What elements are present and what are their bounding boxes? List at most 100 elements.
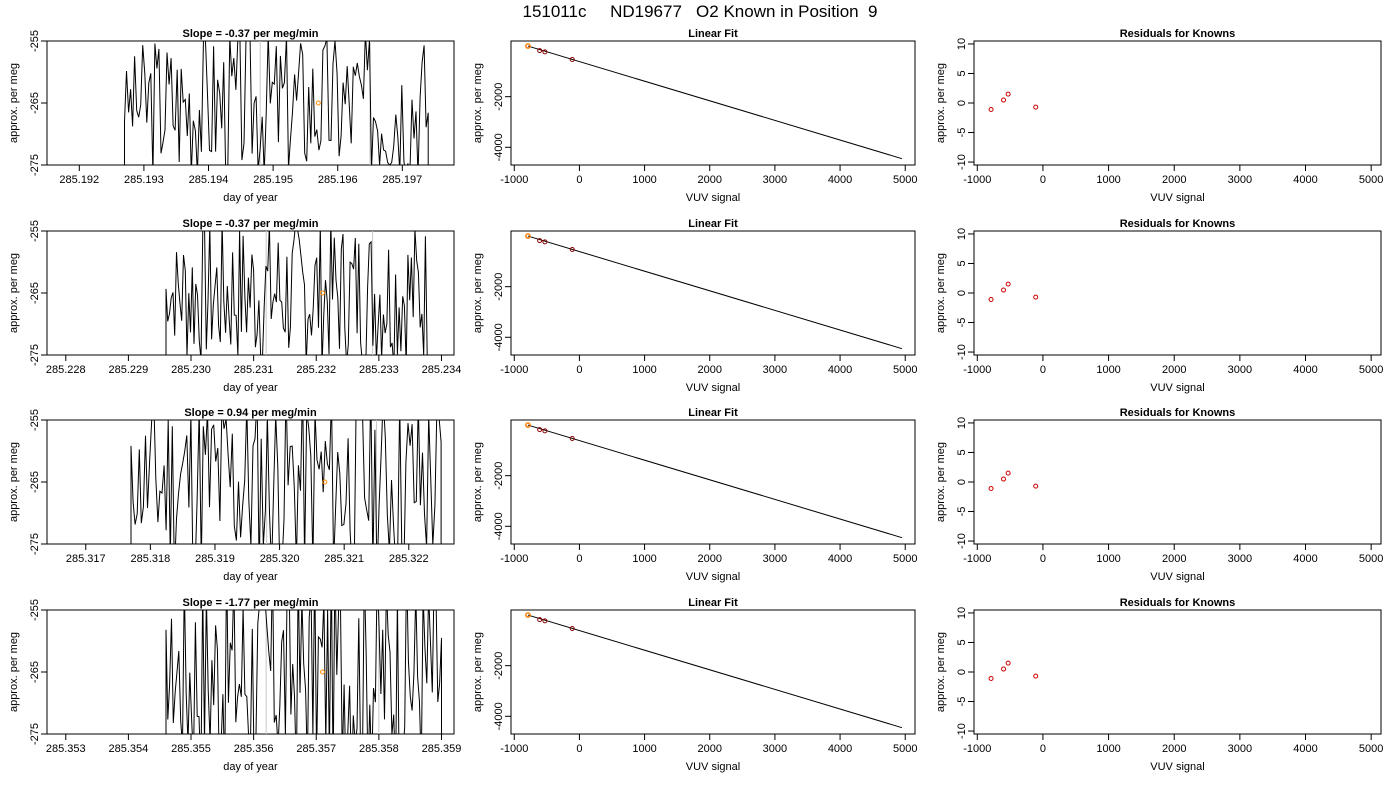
x-tick-label: 285.192	[59, 174, 99, 186]
x-tick-label: 285.320	[260, 553, 300, 565]
y-tick-label: 0	[956, 290, 968, 296]
panel-4-3: Residuals for Knowns -1000 0 1000 2000 3000 40…	[935, 597, 1383, 773]
y-tick-label: -265	[29, 92, 41, 114]
x-tick-label: 2000	[1162, 174, 1186, 186]
y-tick-label: 10	[956, 417, 968, 429]
x-tick-label: 4000	[1293, 364, 1317, 376]
x-tick-label: 285.359	[422, 743, 462, 755]
panel-4-2: Linear Fit -1000 0 1000 2000 3000 4000 5000 -200…	[472, 597, 917, 773]
x-tick-label: 0	[576, 364, 582, 376]
x-tick-label: 3000	[763, 174, 787, 186]
fit-point	[569, 435, 575, 441]
x-tick-label: 2000	[697, 174, 721, 186]
panel-title: Residuals for Knowns	[1120, 597, 1236, 609]
x-tick-label: 4000	[1293, 553, 1317, 565]
fit-point	[537, 617, 543, 623]
plot-area	[124, 41, 429, 165]
y-tick-label: -2000	[493, 462, 505, 490]
residual-point	[1005, 281, 1011, 287]
y-tick-label: 5	[956, 449, 968, 455]
y-tick-label: 10	[956, 38, 968, 50]
x-tick-label: 2000	[697, 364, 721, 376]
y-tick-label: -10	[956, 154, 968, 170]
x-tick-label: 1000	[1096, 364, 1120, 376]
residual-point	[988, 106, 994, 112]
panel-1-2: Linear Fit -1000 0 1000 2000 3000 4000 5000 -200…	[472, 28, 917, 204]
x-tick-label: 1000	[1096, 553, 1120, 565]
fit-line	[527, 614, 903, 729]
y-tick-label: -4000	[493, 702, 505, 730]
fit-point	[537, 48, 543, 54]
x-tick-label: -1000	[963, 364, 991, 376]
x-tick-label: 285.353	[46, 743, 86, 755]
x-axis-label: VUV signal	[686, 761, 740, 773]
y-axis-label: approx. per meg	[472, 253, 484, 333]
panel-title: Slope = -0.37 per meg/min	[182, 28, 318, 40]
fit-point	[537, 238, 543, 244]
x-tick-label: 1000	[632, 743, 656, 755]
plot-frame	[510, 419, 916, 545]
y-tick-label: -255	[29, 30, 41, 52]
panel-3-1: Slope = 0.94 per meg/min 285.317 285.318 28…	[8, 407, 455, 583]
panel-2-1: Slope = -0.37 per meg/min 285.228 285.229 2…	[8, 218, 461, 394]
x-axis-label: VUV signal	[686, 382, 740, 394]
y-axis-label: approx. per meg	[935, 253, 947, 333]
x-tick-label: 2000	[697, 743, 721, 755]
fit-line	[527, 235, 903, 350]
y-tick-label: -255	[29, 220, 41, 242]
plot-frame	[46, 419, 455, 545]
x-tick-label: 3000	[1228, 553, 1252, 565]
plot-area	[988, 660, 1039, 681]
x-tick-label: 0	[576, 174, 582, 186]
x-tick-label: 285.354	[109, 743, 149, 755]
residual-point	[988, 675, 994, 681]
x-tick-label: 285.233	[359, 364, 399, 376]
y-tick-label: -4000	[493, 323, 505, 351]
page-title: 151011c ND19677 O2 Known in Position 9	[522, 2, 878, 21]
x-tick-label: 285.317	[66, 553, 106, 565]
plot-frame	[510, 40, 916, 166]
x-tick-label: 5000	[893, 553, 917, 565]
y-axis-label: approx. per meg	[935, 442, 947, 522]
x-tick-label: 285.358	[359, 743, 399, 755]
fit-point	[542, 618, 548, 624]
residual-point	[1001, 666, 1007, 672]
x-axis-label: VUV signal	[1150, 192, 1204, 204]
panel-title: Residuals for Knowns	[1120, 218, 1236, 230]
x-tick-label: 285.321	[324, 553, 364, 565]
plot-area	[525, 43, 903, 160]
x-tick-label: 2000	[1162, 743, 1186, 755]
x-tick-label: 0	[576, 743, 582, 755]
panel-title: Linear Fit	[688, 28, 738, 40]
y-tick-label: -255	[29, 409, 41, 431]
mean-marker	[322, 479, 328, 485]
x-tick-label: -1000	[500, 364, 528, 376]
y-tick-label: -10	[956, 723, 968, 739]
y-tick-label: 5	[956, 70, 968, 76]
y-tick-label: 0	[956, 479, 968, 485]
residual-point	[988, 485, 994, 491]
x-tick-label: 5000	[1359, 174, 1383, 186]
y-axis-label: approx. per meg	[935, 632, 947, 712]
panel-3-3: Residuals for Knowns -1000 0 1000 2000 3000 40…	[935, 407, 1383, 583]
x-tick-label: -1000	[963, 553, 991, 565]
x-tick-label: 2000	[1162, 364, 1186, 376]
residual-point	[1033, 483, 1039, 489]
residual-point	[1005, 91, 1011, 97]
residual-point	[1005, 470, 1011, 476]
y-tick-label: -275	[29, 154, 41, 176]
panel-title: Linear Fit	[688, 597, 738, 609]
panel-2-3: Residuals for Knowns -1000 0 1000 2000 3000 40…	[935, 218, 1383, 394]
sample-marker	[525, 233, 531, 239]
x-tick-label: 285.234	[422, 364, 462, 376]
panel-title: Residuals for Knowns	[1120, 28, 1236, 40]
y-tick-label: -275	[29, 533, 41, 555]
x-tick-label: -1000	[963, 743, 991, 755]
y-tick-label: -255	[29, 599, 41, 621]
y-tick-label: -10	[956, 344, 968, 360]
residual-point	[1001, 476, 1007, 482]
y-axis-label: approx. per meg	[472, 63, 484, 143]
fit-point	[542, 49, 548, 55]
x-tick-label: 3000	[763, 364, 787, 376]
panel-title: Linear Fit	[688, 218, 738, 230]
